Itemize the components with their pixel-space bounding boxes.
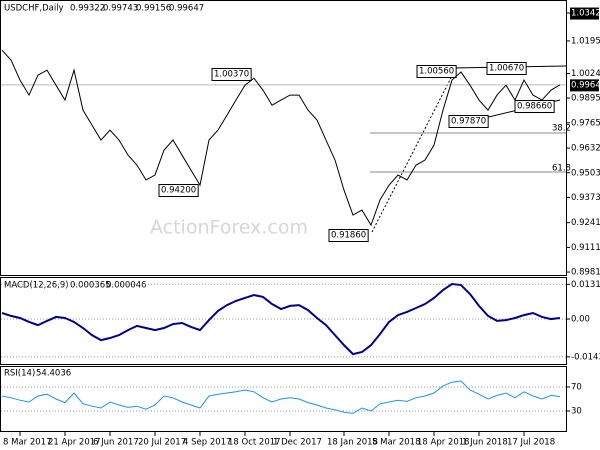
y-tick-highlight [570,7,599,20]
y-tick-label: 1.00245 [571,69,600,79]
x-tick-label: 17 Jul 2018 [507,438,555,448]
rsi-title: RSI(14) [4,369,35,379]
macd-reading: 0.000365 [70,281,111,291]
macd-reading: 0.000046 [106,281,147,291]
annotation: 38.2 [552,124,571,134]
macd-title: MACD(12,26,9) [4,281,69,291]
series-line [1,49,561,227]
annotation: 61.8 [552,164,571,174]
macd-panel [0,277,567,365]
x-tick-label: 8 Mar 2017 [3,438,51,448]
watermark: ActionForex.com [150,217,308,239]
y-tick-label: 1.03420 [571,9,600,19]
price-label-box [570,79,599,92]
annotation: 1.00670 [489,64,524,74]
y-tick-label: 0.98955 [571,94,600,104]
y-tick-label: 0.00 [571,315,590,325]
x-tick-label: 18 Oct 2017 [228,438,281,448]
series-line [1,282,561,356]
symbol: USDCHF,Daily [4,4,64,14]
annotation: 1.00560 [419,67,454,77]
open: 0.99322 [70,4,105,14]
y-tick-label: 0.93735 [571,193,600,203]
rsi-panel [0,366,567,432]
y-tick-label: 0.013184 [571,280,600,290]
annotation-box [211,68,252,81]
price-panel [0,0,567,276]
x-tick-label: 21 Apr 2017 [48,438,101,448]
annotation: 0.97870 [451,117,486,127]
y-tick-label: 0.97655 [571,118,600,128]
y-tick-label: 30 [571,407,582,417]
annotation: 0.91860 [331,231,366,241]
y-tick-label: 70 [571,383,582,393]
y-tick-label: 0.96325 [571,144,600,154]
x-tick-label: 20 Jul 2017 [138,438,186,448]
x-tick-label: 5 Mar 2018 [372,438,420,448]
x-tick-label: 6 Jun 2017 [93,438,139,448]
annotation: 1.00370 [214,70,249,80]
annotation: 0.94200 [161,186,196,196]
annotation-box [416,65,457,78]
x-tick-label: 1 Jun 2018 [462,438,508,448]
annotation: 0.98660 [517,102,552,112]
x-tick-label: 18 Jan 2018 [327,438,378,448]
annotation-box [328,229,369,242]
rsi-reading: 54.4036 [36,369,71,379]
price-label: 0.99647 [571,80,600,90]
y-tick-label: 0.89815 [571,268,600,278]
close: 0.99647 [169,4,204,14]
annotation-box [514,100,555,113]
annotation-box [158,184,199,197]
high: 0.99743 [103,4,138,14]
series-line [1,380,561,414]
x-tick-label: 4 Sep 2017 [183,438,231,448]
y-tick-label: -0.014339 [571,352,600,362]
annotation-box [486,62,527,75]
low: 0.99156 [136,4,171,14]
x-tick-label: 1 Dec 2017 [273,438,322,448]
annotation-box [448,115,489,128]
y-tick-label: 1.01955 [571,36,600,46]
x-tick-label: 18 Apr 2018 [417,438,470,448]
trend-line [371,69,456,233]
